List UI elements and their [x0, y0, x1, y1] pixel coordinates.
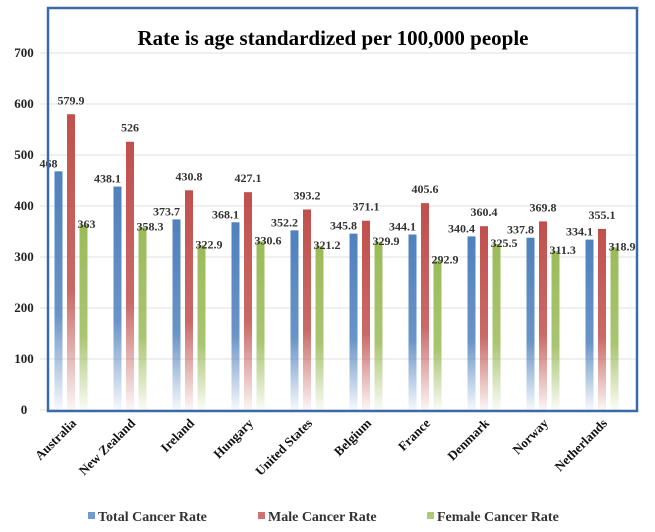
bar-female-cancer-rate	[610, 247, 619, 410]
legend-label: Female Cancer Rate	[437, 510, 559, 525]
data-label: 325.5	[491, 236, 518, 250]
bar-male-cancer-rate	[67, 114, 75, 410]
data-label: 363	[78, 217, 96, 231]
legend-label: Total Cancer Rate	[98, 510, 207, 525]
legend: Total Cancer Rate Male Cancer Rate Female …	[88, 510, 559, 525]
data-labels: 468579.9363438.1526358.3373.7430.8322.93…	[40, 93, 636, 266]
data-label: 371.1	[353, 200, 380, 214]
bar-total-cancer-rate	[526, 237, 535, 410]
data-label: 329.9	[373, 234, 400, 248]
bar-female-cancer-rate	[551, 251, 560, 410]
y-tick-label: 0	[21, 402, 28, 417]
bar-total-cancer-rate	[408, 234, 417, 410]
bar-female-cancer-rate	[492, 243, 501, 410]
y-tick-label: 700	[14, 45, 34, 60]
y-tick-label: 600	[14, 96, 34, 111]
bars	[54, 114, 619, 411]
legend-swatch	[88, 512, 95, 519]
bar-total-cancer-rate	[54, 171, 63, 410]
x-category-label: Belgium	[331, 415, 374, 458]
bar-total-cancer-rate	[113, 186, 122, 410]
bar-female-cancer-rate	[197, 245, 206, 410]
bar-male-cancer-rate	[362, 220, 370, 410]
data-label: 311.3	[550, 243, 576, 257]
legend-swatch	[427, 512, 434, 519]
chart-title: Rate is age standardized per 100,000 peo…	[137, 26, 528, 50]
x-category-label: France	[395, 415, 433, 453]
bar-female-cancer-rate	[315, 246, 324, 410]
data-label: 430.8	[176, 169, 203, 183]
data-label: 330.6	[255, 233, 282, 247]
bar-male-cancer-rate	[185, 190, 193, 410]
data-label: 321.2	[314, 238, 341, 252]
x-category-label: United States	[252, 416, 315, 479]
bar-total-cancer-rate	[172, 219, 181, 410]
data-label: 318.9	[609, 239, 636, 253]
data-label: 393.2	[294, 188, 321, 202]
x-category-label: Australia	[32, 415, 80, 463]
y-tick-label: 100	[14, 351, 34, 366]
bar-male-cancer-rate	[303, 209, 311, 410]
legend-label: Male Cancer Rate	[268, 510, 377, 525]
bar-female-cancer-rate	[79, 224, 88, 410]
data-label: 427.1	[235, 171, 262, 185]
y-tick-label: 200	[14, 300, 34, 315]
data-label: 322.9	[196, 237, 223, 251]
bar-female-cancer-rate	[374, 241, 383, 410]
data-label: 373.7	[153, 204, 180, 218]
data-label: 368.1	[212, 207, 239, 221]
data-label: 355.1	[589, 208, 616, 222]
bar-male-cancer-rate	[539, 221, 547, 410]
x-category-label: Denmark	[444, 415, 492, 463]
x-category-label: Netherlands	[552, 416, 611, 475]
bar-male-cancer-rate	[126, 141, 134, 411]
legend-swatch	[258, 512, 265, 519]
data-label: 344.1	[389, 220, 416, 234]
data-label: 579.9	[58, 93, 85, 107]
data-label: 340.4	[448, 221, 475, 235]
bar-total-cancer-rate	[349, 233, 358, 410]
bar-female-cancer-rate	[138, 227, 147, 410]
data-label: 334.1	[566, 225, 593, 239]
data-label: 405.6	[412, 182, 439, 196]
bar-total-cancer-rate	[585, 239, 594, 410]
bar-male-cancer-rate	[480, 226, 488, 410]
data-label: 526	[121, 121, 139, 135]
data-label: 358.3	[137, 219, 164, 233]
data-label: 438.1	[94, 172, 121, 186]
data-label: 337.8	[507, 223, 534, 237]
y-axis-ticks: 0 100 200 300 400 500 600 700	[14, 45, 34, 417]
data-label: 292.9	[432, 253, 459, 267]
bar-male-cancer-rate	[244, 192, 252, 410]
bar-male-cancer-rate	[598, 228, 606, 410]
data-label: 352.2	[271, 215, 298, 229]
y-tick-label: 300	[14, 249, 34, 264]
bar-total-cancer-rate	[467, 236, 476, 410]
data-label: 369.8	[530, 200, 557, 214]
x-category-label: Hungary	[210, 415, 256, 461]
bar-total-cancer-rate	[290, 230, 299, 410]
plot-border	[46, 6, 639, 413]
bar-female-cancer-rate	[433, 260, 442, 410]
data-label: 345.8	[330, 219, 357, 233]
y-tick-label: 500	[14, 147, 34, 162]
data-label: 360.4	[471, 205, 498, 219]
x-category-label: New Zealand	[76, 415, 139, 478]
x-category-label: Norway	[509, 415, 551, 457]
bar-male-cancer-rate	[421, 203, 429, 410]
bar-female-cancer-rate	[256, 241, 265, 410]
y-tick-label: 400	[14, 198, 34, 213]
x-category-label: Ireland	[158, 415, 198, 455]
bar-total-cancer-rate	[231, 222, 240, 410]
